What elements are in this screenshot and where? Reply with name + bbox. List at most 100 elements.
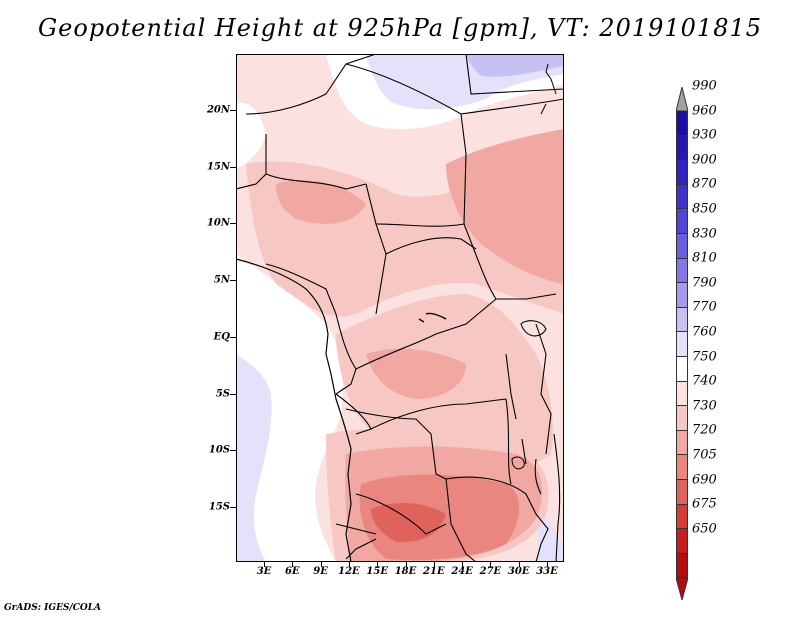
lake-icon bbox=[418, 312, 447, 323]
colorbar-cell bbox=[676, 160, 688, 185]
map-title: Geopotential Height at 925hPa [gpm], VT:… bbox=[38, 14, 762, 42]
colorbar-cell bbox=[676, 233, 688, 259]
map-plot-area bbox=[236, 54, 564, 562]
colorbar-level-label: 750 bbox=[692, 349, 717, 365]
lake-victoria-icon bbox=[520, 320, 547, 337]
colorbar-level-label: 960 bbox=[692, 103, 717, 119]
lon-tick-label: 3E bbox=[256, 566, 272, 577]
lon-tick bbox=[264, 562, 265, 567]
coastline-east bbox=[553, 433, 561, 562]
colorbar-level-label: 830 bbox=[692, 226, 717, 242]
colorbar-cells bbox=[676, 111, 688, 579]
colorbar-level-label: 740 bbox=[692, 373, 717, 389]
lon-tick-label: 18E bbox=[394, 566, 417, 577]
colorbar-cell bbox=[676, 479, 688, 505]
lat-tick-label: 10N bbox=[206, 217, 230, 229]
colorbar-cell bbox=[676, 111, 688, 136]
lat-tick-label: 5N bbox=[213, 274, 230, 286]
colorbar-cell bbox=[676, 553, 688, 579]
colorbar-cell bbox=[676, 430, 688, 456]
colorbar-cell bbox=[676, 406, 688, 431]
lat-tick-label: 10S bbox=[208, 444, 230, 456]
country-borders bbox=[236, 54, 564, 562]
lon-tick-label: 9E bbox=[313, 566, 328, 577]
lon-tick-label: 12E bbox=[338, 566, 360, 577]
colorbar-level-label: 730 bbox=[692, 398, 717, 414]
colorbar-cell bbox=[676, 455, 688, 480]
colorbar-cell bbox=[676, 529, 688, 554]
lon-tick bbox=[348, 562, 350, 567]
colorbar-top-arrow-icon bbox=[676, 87, 688, 111]
lat-tick bbox=[230, 336, 236, 338]
geopotential-field bbox=[236, 54, 564, 562]
colorbar-cell bbox=[676, 381, 688, 407]
colorbar-level-label: 810 bbox=[692, 250, 717, 266]
colorbar-cell bbox=[676, 258, 688, 284]
colorbar-level-label: 690 bbox=[692, 472, 717, 488]
lat-tick bbox=[230, 506, 236, 508]
lon-tick bbox=[462, 562, 464, 567]
colorbar-level-label: 790 bbox=[692, 275, 717, 291]
colorbar-cell bbox=[676, 209, 688, 234]
colorbar-cell bbox=[676, 356, 688, 382]
field-north-790 bbox=[466, 54, 564, 77]
field-730-congo bbox=[366, 348, 466, 399]
lat-tick-label: EQ bbox=[213, 331, 230, 343]
lon-tick bbox=[377, 562, 379, 567]
colorbar-level-label: 870 bbox=[692, 176, 717, 192]
lat-tick bbox=[230, 166, 236, 168]
colorbar-level-label: 720 bbox=[692, 422, 717, 438]
lon-tick-label: 21E bbox=[423, 566, 445, 577]
lat-tick bbox=[230, 223, 236, 225]
colorbar-cell bbox=[676, 307, 688, 333]
colorbar-cell bbox=[676, 332, 688, 357]
field-ocean-770 bbox=[236, 354, 272, 562]
field-west-760 bbox=[236, 103, 266, 169]
lat-tick-label: 5S bbox=[215, 388, 230, 399]
colorbar-level-label: 850 bbox=[692, 201, 717, 217]
lat-tick-label: 15S bbox=[208, 501, 230, 513]
lat-tick-label: 15N bbox=[206, 161, 230, 173]
footer-credit: GrADS: IGES/COLA bbox=[4, 603, 102, 613]
lat-tick bbox=[230, 110, 236, 111]
lat-tick bbox=[230, 280, 236, 282]
colorbar-level-label: 930 bbox=[692, 127, 717, 143]
lon-tick bbox=[518, 562, 520, 567]
lon-tick-label: 27E bbox=[479, 566, 502, 577]
lake-malawi-icon bbox=[534, 458, 542, 495]
field-ocean-760 bbox=[236, 254, 343, 562]
colorbar-bottom-arrow-icon bbox=[676, 578, 688, 601]
lon-tick bbox=[433, 562, 435, 567]
lat-tick bbox=[230, 393, 236, 395]
colorbar-cell bbox=[676, 135, 688, 161]
colorbar-level-label: 990 bbox=[692, 78, 717, 94]
lon-tick bbox=[292, 562, 294, 567]
colorbar-level-label: 760 bbox=[692, 324, 717, 340]
lon-tick-label: 6E bbox=[285, 566, 300, 577]
lon-tick-label: 24E bbox=[451, 566, 473, 577]
colorbar-cell bbox=[676, 504, 688, 530]
colorbar-level-label: 675 bbox=[692, 496, 717, 512]
lon-tick-label: 33E bbox=[536, 566, 558, 577]
lake-tanganyika-icon bbox=[505, 353, 527, 465]
lon-tick-label: 15E bbox=[366, 566, 388, 577]
colorbar-level-label: 770 bbox=[692, 299, 717, 315]
coastline-redsea bbox=[540, 63, 557, 115]
colorbar-level-label: 900 bbox=[692, 152, 717, 168]
lat-tick bbox=[230, 450, 236, 452]
lon-tick bbox=[547, 562, 548, 567]
colorbar-level-label: 705 bbox=[692, 447, 717, 463]
lon-tick bbox=[490, 562, 492, 567]
field-730-sudan bbox=[446, 129, 564, 284]
colorbar bbox=[676, 87, 688, 601]
coastline-west bbox=[236, 258, 352, 562]
lake-icon bbox=[511, 456, 525, 470]
field-730-nigeria bbox=[276, 180, 366, 224]
field-705-core bbox=[371, 502, 446, 543]
colorbar-cell bbox=[676, 184, 688, 210]
lat-tick-label: 20N bbox=[206, 104, 230, 116]
colorbar-level-label: 650 bbox=[692, 521, 717, 537]
lon-tick-label: 30E bbox=[507, 566, 530, 577]
lon-tick bbox=[320, 562, 322, 567]
lon-tick bbox=[405, 562, 407, 567]
